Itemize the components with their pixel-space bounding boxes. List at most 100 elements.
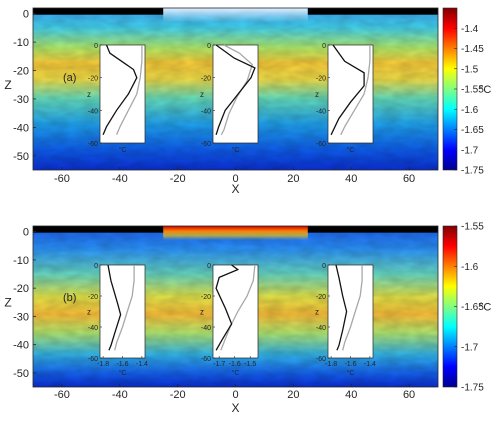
ice-shelf-right [307, 8, 438, 15]
y-tick-label: 0 [23, 227, 29, 239]
inset-y-tick-label: 0 [322, 263, 326, 270]
colorbar-tick-label: -1.55 [461, 222, 484, 233]
black-profile-line [335, 264, 348, 351]
inset-y-tick-label: -60 [201, 356, 211, 363]
inset-x-label: °C [347, 369, 355, 377]
colorbar-tick-label: -1.6 [461, 105, 479, 116]
x-tick-label: -20 [170, 389, 186, 401]
inset-x-label: °C [119, 146, 127, 154]
colorbar-tick-label: -1.55 [461, 85, 484, 96]
black-profile-line [330, 44, 365, 136]
inset-x-label: °C [347, 146, 355, 154]
inset-y-tick-label: -60 [316, 141, 326, 148]
inset-axes [99, 264, 146, 359]
inset-axes [99, 44, 146, 144]
colorbar [443, 8, 457, 170]
y-axis-label: Z [4, 296, 11, 310]
inset-y-tick-label: -60 [201, 141, 211, 148]
colorbar-tick-label: -1.45 [461, 44, 484, 55]
inset-x-tick-label: -1.5 [244, 361, 256, 368]
black-profile-line [215, 264, 240, 351]
inset-y-tick-label: -60 [88, 356, 98, 363]
panel-label: (b) [63, 292, 76, 304]
inset-y-label: z [87, 90, 91, 99]
x-tick-label: -20 [170, 173, 186, 185]
inset-y-tick-label: -40 [316, 108, 326, 115]
colorbar-tick-label: -1.65 [461, 125, 484, 136]
inset-y-tick-label: -20 [316, 294, 326, 301]
x-tick-label: 60 [403, 173, 415, 185]
y-axis-label: Z [4, 78, 11, 92]
inset-y-tick-label: -20 [316, 76, 326, 83]
x-axis-label: X [231, 401, 239, 415]
gray-profile-line [340, 45, 371, 136]
inset-y-tick-label: -40 [316, 325, 326, 332]
gray-profile-line [114, 265, 135, 351]
ice-shelf-right [307, 226, 438, 233]
y-tick-label: -30 [13, 311, 29, 323]
inset-y-tick-label: 0 [207, 263, 211, 270]
inset-x-tick-label: -1.8 [325, 361, 337, 368]
black-profile-line [215, 44, 256, 135]
y-tick-label: -10 [13, 37, 29, 49]
profile-inset: 0 -20 -40 -60 z °C [315, 43, 374, 154]
inset-y-tick-label: 0 [207, 43, 211, 50]
inset-y-tick-label: -40 [88, 325, 98, 332]
inset-x-label: °C [232, 146, 240, 154]
x-tick-label: -60 [54, 389, 70, 401]
x-tick-label: 40 [345, 389, 357, 401]
inset-y-tick-label: -60 [88, 141, 98, 148]
inset-x-tick-label: -1.7 [213, 361, 225, 368]
colorbar-tick-label: -1.4 [461, 24, 479, 35]
y-tick-label: -20 [13, 66, 29, 78]
inset-axes [327, 264, 374, 359]
inset-y-tick-label: -60 [316, 356, 326, 363]
x-tick-label: 20 [287, 389, 299, 401]
x-tick-label: -40 [112, 173, 128, 185]
y-tick-label: -50 [13, 151, 29, 163]
x-tick-label: -60 [54, 173, 70, 185]
x-tick-label: 40 [345, 173, 357, 185]
profile-inset: 0 -20 -40 -60 z -1.8 -1.6 -1.4 °C [315, 263, 376, 377]
inset-y-label: z [200, 308, 204, 317]
colorbar-tick-label: -1.7 [461, 145, 479, 156]
x-tick-label: 0 [232, 389, 238, 401]
inset-y-tick-label: -40 [201, 108, 211, 115]
colorbar-tick-label: -1.75 [461, 166, 484, 177]
x-tick-label: -40 [112, 389, 128, 401]
inset-x-tick-label: -1.4 [364, 361, 376, 368]
inset-y-tick-label: 0 [94, 263, 98, 270]
colorbar-tick-label: -1.75 [461, 383, 484, 394]
gray-profile-line [220, 264, 256, 351]
inset-x-tick-label: -1.6 [229, 361, 241, 368]
y-tick-label: -20 [13, 283, 29, 295]
inset-x-tick-label: -1.6 [116, 361, 128, 368]
x-tick-label: 0 [232, 173, 238, 185]
inset-y-label: z [87, 308, 91, 317]
inset-y-tick-label: -20 [88, 294, 98, 301]
y-tick-label: -50 [13, 368, 29, 380]
cavity-surface-layer [163, 8, 308, 22]
inset-y-tick-label: 0 [94, 43, 98, 50]
inset-y-tick-label: -40 [88, 108, 98, 115]
inset-axes [212, 44, 259, 144]
colorbar-unit: °C [479, 302, 491, 314]
y-tick-label: -10 [13, 255, 29, 267]
x-tick-label: 60 [403, 389, 415, 401]
x-tick-label: 20 [287, 173, 299, 185]
colorbar-tick-label: -1.5 [461, 64, 479, 75]
panel-label: (a) [63, 72, 76, 84]
y-tick-label: -40 [13, 122, 29, 134]
inset-x-tick-label: -1.8 [97, 361, 109, 368]
profile-inset: 0 -20 -40 -60 z -1.7 -1.6 -1.5 °C [200, 263, 259, 377]
y-tick-label: -30 [13, 94, 29, 106]
profile-inset: 0 -20 -40 -60 z °C [87, 43, 146, 154]
inset-y-tick-label: -20 [88, 76, 98, 83]
ice-shelf-left [33, 8, 164, 15]
inset-y-tick-label: -20 [201, 76, 211, 83]
gray-profile-line [342, 265, 363, 351]
inset-y-label: z [315, 90, 319, 99]
colorbar-unit: °C [479, 84, 491, 96]
